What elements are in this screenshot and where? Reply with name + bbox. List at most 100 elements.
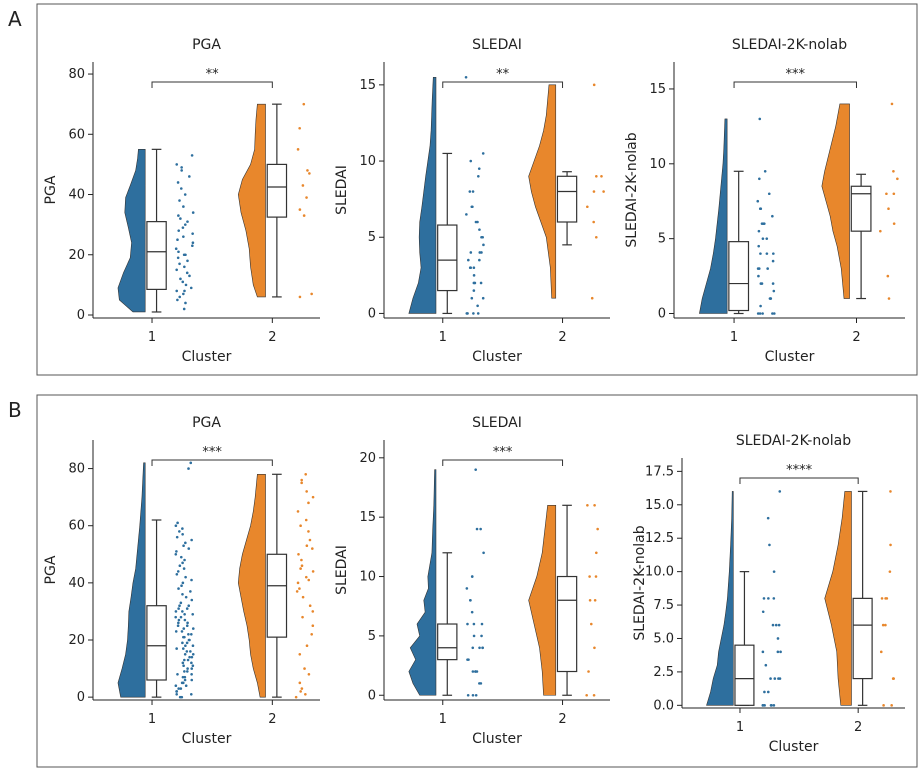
point-cluster-1 bbox=[180, 169, 183, 172]
point-cluster-1 bbox=[469, 159, 473, 163]
point-cluster-1 bbox=[181, 675, 185, 679]
point-cluster-1 bbox=[186, 259, 189, 263]
point-cluster-1 bbox=[191, 232, 194, 235]
point-cluster-1 bbox=[766, 267, 769, 270]
point-cluster-1 bbox=[475, 670, 479, 673]
point-cluster-1 bbox=[177, 214, 180, 217]
point-cluster-1 bbox=[191, 241, 195, 245]
point-cluster-1 bbox=[469, 251, 473, 254]
point-cluster-1 bbox=[186, 621, 189, 625]
y-tick-label: 0.0 bbox=[653, 698, 674, 713]
point-cluster-1 bbox=[757, 229, 761, 233]
point-cluster-1 bbox=[176, 624, 180, 628]
point-cluster-1 bbox=[771, 259, 775, 263]
subplot-title: PGA bbox=[192, 37, 221, 53]
point-cluster-1 bbox=[482, 243, 485, 247]
x-tick-label: 1 bbox=[148, 330, 156, 345]
x-tick-label: 2 bbox=[268, 330, 276, 345]
box-cluster-2 bbox=[556, 175, 578, 223]
point-cluster-2 bbox=[305, 490, 308, 493]
point-cluster-1 bbox=[175, 268, 178, 272]
point-cluster-1 bbox=[470, 610, 474, 614]
y-tick-label: 40 bbox=[68, 188, 85, 203]
point-cluster-2 bbox=[298, 208, 302, 211]
x-axis-label: Cluster bbox=[765, 349, 815, 365]
violin-cluster-2 bbox=[528, 504, 557, 696]
point-cluster-1 bbox=[466, 622, 469, 626]
point-cluster-2 bbox=[299, 567, 302, 570]
point-cluster-1 bbox=[472, 266, 476, 270]
y-axis-label: SLEDAI bbox=[334, 165, 350, 215]
point-cluster-1 bbox=[175, 289, 179, 293]
point-cluster-1 bbox=[191, 627, 195, 630]
point-cluster-1 bbox=[175, 647, 178, 650]
violin-cluster-1 bbox=[706, 491, 734, 706]
point-cluster-1 bbox=[182, 253, 186, 257]
point-cluster-1 bbox=[190, 672, 193, 676]
point-cluster-2 bbox=[592, 693, 596, 697]
point-cluster-1 bbox=[191, 652, 195, 656]
point-cluster-1 bbox=[183, 289, 186, 293]
point-cluster-1 bbox=[772, 289, 776, 293]
point-cluster-1 bbox=[191, 664, 195, 668]
point-cluster-1 bbox=[482, 551, 485, 555]
point-cluster-1 bbox=[176, 181, 180, 184]
point-cluster-1 bbox=[773, 312, 776, 315]
y-axis-label: SLEDAI-2K-nolab bbox=[624, 132, 640, 247]
point-cluster-1 bbox=[471, 205, 474, 209]
significance-bracket bbox=[739, 477, 859, 484]
point-cluster-2 bbox=[298, 681, 302, 685]
y-tick-label: 5 bbox=[368, 230, 376, 245]
point-cluster-2 bbox=[592, 190, 596, 193]
subplot-title: SLEDAI-2K-nolab bbox=[736, 433, 851, 449]
point-cluster-1 bbox=[191, 612, 195, 616]
point-cluster-1 bbox=[189, 650, 192, 653]
point-cluster-1 bbox=[471, 646, 475, 650]
point-cluster-1 bbox=[174, 552, 178, 556]
point-cluster-1 bbox=[176, 521, 179, 525]
subplot-title: SLEDAI bbox=[472, 37, 522, 53]
point-cluster-1 bbox=[474, 220, 478, 224]
point-cluster-1 bbox=[174, 684, 178, 688]
point-cluster-2 bbox=[586, 205, 589, 209]
box-cluster-2 bbox=[266, 163, 288, 218]
point-cluster-1 bbox=[183, 558, 186, 562]
subplot-b-1: PGA 0 20 40 60 80 PGA 1 2 Cluster *** bbox=[43, 415, 320, 747]
point-cluster-1 bbox=[183, 618, 187, 622]
y-tick-label: 80 bbox=[68, 67, 85, 82]
point-cluster-2 bbox=[300, 478, 303, 482]
point-cluster-2 bbox=[304, 692, 307, 696]
point-cluster-1 bbox=[177, 229, 181, 232]
point-cluster-2 bbox=[593, 503, 596, 507]
point-cluster-1 bbox=[177, 587, 180, 590]
point-cluster-1 bbox=[178, 530, 181, 533]
point-cluster-1 bbox=[183, 265, 186, 269]
point-cluster-2 bbox=[600, 174, 603, 178]
subplot-a-2: SLEDAI 0 5 10 15 SLEDAI 1 2 Cluster ** bbox=[334, 37, 610, 365]
significance-bracket bbox=[442, 459, 564, 466]
point-cluster-1 bbox=[187, 604, 191, 608]
point-cluster-2 bbox=[311, 624, 315, 628]
x-tick-label: 1 bbox=[730, 330, 738, 345]
point-cluster-1 bbox=[179, 615, 183, 619]
point-cluster-2 bbox=[303, 667, 306, 670]
point-cluster-1 bbox=[769, 704, 773, 707]
point-cluster-2 bbox=[892, 677, 895, 680]
violin-cluster-2 bbox=[237, 103, 266, 298]
point-cluster-1 bbox=[185, 641, 189, 645]
point-cluster-1 bbox=[178, 295, 182, 299]
point-cluster-1 bbox=[186, 220, 189, 223]
point-cluster-1 bbox=[763, 690, 766, 694]
point-cluster-1 bbox=[190, 667, 194, 670]
point-cluster-1 bbox=[184, 301, 187, 305]
point-cluster-1 bbox=[181, 561, 184, 565]
y-tick-label: 2.5 bbox=[653, 665, 674, 680]
point-cluster-2 bbox=[882, 704, 885, 707]
x-tick-label: 1 bbox=[148, 712, 156, 727]
point-cluster-1 bbox=[779, 650, 782, 654]
point-cluster-1 bbox=[174, 630, 178, 633]
point-cluster-1 bbox=[467, 258, 470, 262]
point-cluster-1 bbox=[477, 174, 480, 178]
point-cluster-1 bbox=[761, 610, 765, 614]
point-cluster-1 bbox=[190, 655, 194, 659]
